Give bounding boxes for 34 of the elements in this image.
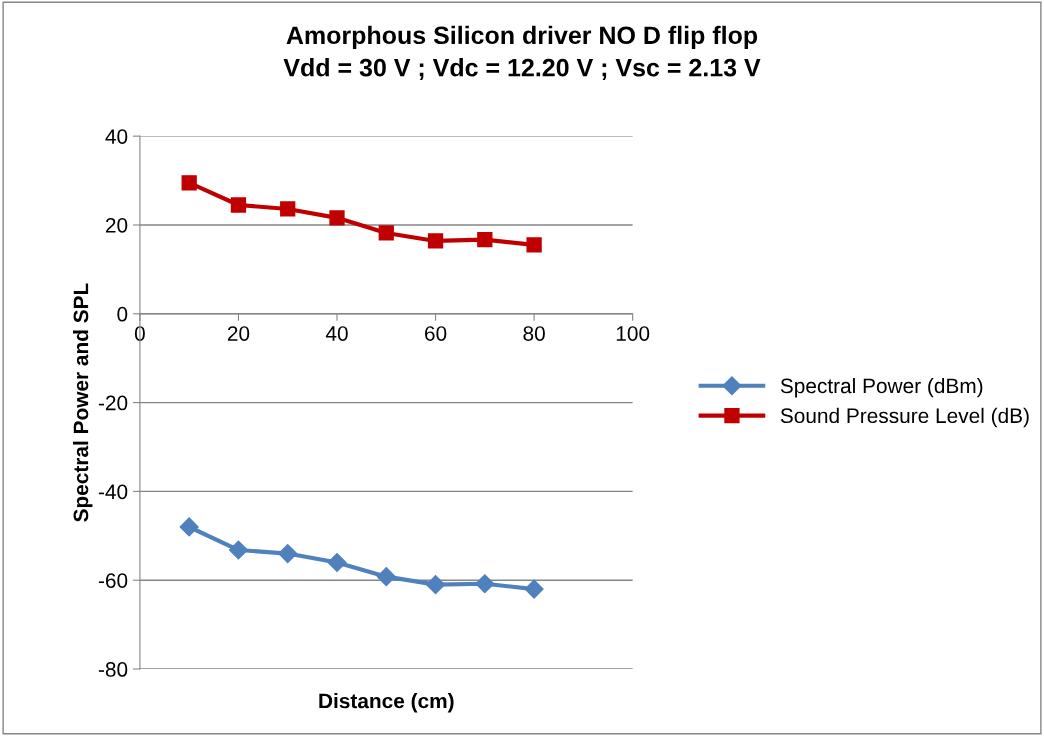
y-tick-label: -40 xyxy=(98,484,128,500)
point xyxy=(524,579,544,599)
point xyxy=(477,231,493,248)
x-tick-label: 100 xyxy=(616,326,650,341)
point xyxy=(327,552,347,572)
point xyxy=(230,197,247,213)
y-tick-label: 20 xyxy=(105,217,128,233)
x-tick-label: 60 xyxy=(425,326,447,341)
legend-label: Sound Pressure Level (dB) xyxy=(780,407,1029,428)
y-tick-label: -80 xyxy=(98,662,128,677)
point xyxy=(378,225,394,241)
point xyxy=(427,233,444,249)
point xyxy=(329,210,345,226)
legend-label: Spectral Power (dBm) xyxy=(780,377,983,398)
y-tick-label: 40 xyxy=(105,129,128,144)
x-tick-label: 0 xyxy=(134,326,145,341)
point xyxy=(179,517,199,537)
y-axis-title: Spectral Power and SPL xyxy=(73,283,93,522)
x-tick-label: 80 xyxy=(523,326,545,341)
chart-title: Amorphous Silicon driver NO D flip flop Vdd = 30 V ; Vdc = 12.20 V ; Vsc = 2.13 V xyxy=(283,25,761,81)
point xyxy=(278,544,298,564)
point xyxy=(475,574,495,594)
point xyxy=(181,175,197,191)
point xyxy=(526,237,542,253)
x-tick-label: 20 xyxy=(227,326,250,341)
x-tick-label: 40 xyxy=(325,326,348,341)
point xyxy=(280,201,296,217)
point xyxy=(228,540,248,560)
x-axis-title: Distance (cm) xyxy=(319,693,454,713)
point xyxy=(426,575,446,595)
y-tick-label: -20 xyxy=(98,395,128,411)
y-tick-label: -60 xyxy=(98,573,128,588)
point xyxy=(376,567,396,587)
y-tick-label: 0 xyxy=(117,306,128,322)
